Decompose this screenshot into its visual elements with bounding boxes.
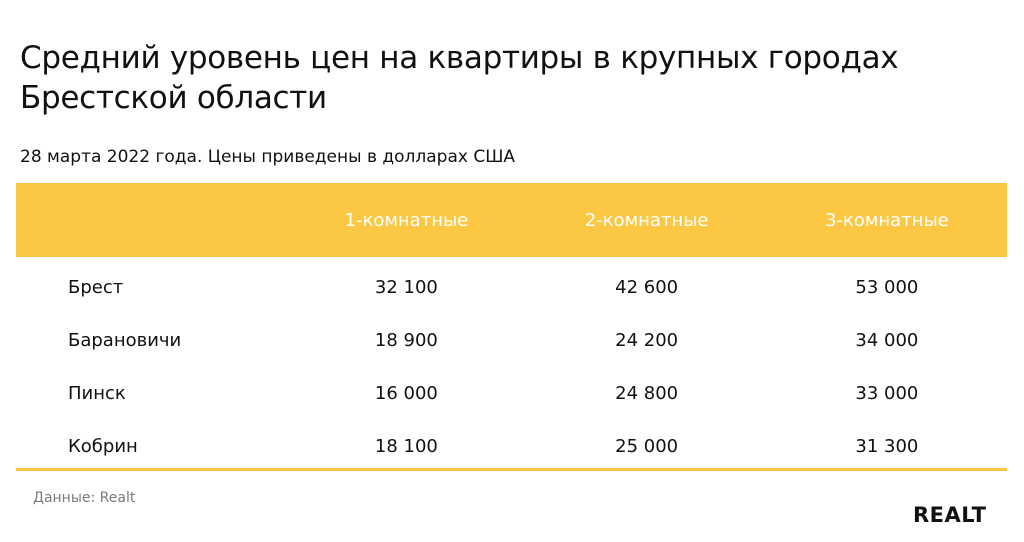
header-3-room: 3-комнатные <box>766 183 1007 257</box>
header-1-room: 1-комнатные <box>286 183 527 257</box>
city-name: Брест <box>68 277 124 298</box>
price-1-room: 18 900 <box>374 330 438 351</box>
table-row: Барановичи 18 900 24 200 34 000 <box>16 314 1007 367</box>
table-row: Брест 32 100 42 600 53 000 <box>16 257 1007 314</box>
table-header-row: 1-комнатные 2-комнатные 3-комнатные <box>16 183 1007 257</box>
source-note: Данные: Realt <box>33 490 136 506</box>
price-3-room: 53 000 <box>855 277 919 298</box>
price-3-room: 33 000 <box>855 383 919 404</box>
price-2-room: 24 800 <box>615 383 679 404</box>
price-2-room: 42 600 <box>615 277 679 298</box>
city-name: Кобрин <box>68 436 138 457</box>
price-1-room: 18 100 <box>374 436 438 457</box>
price-table: 1-комнатные 2-комнатные 3-комнатные Брес… <box>16 183 1007 473</box>
price-3-room: 31 300 <box>855 436 919 457</box>
price-2-room: 24 200 <box>615 330 679 351</box>
table-row: Кобрин 18 100 25 000 31 300 <box>16 420 1007 473</box>
header-city <box>16 183 287 257</box>
table-row: Пинск 16 000 24 800 33 000 <box>16 367 1007 420</box>
header-2-room: 2-комнатные <box>526 183 767 257</box>
city-name: Барановичи <box>68 330 182 351</box>
realt-logo: REALT <box>913 503 987 527</box>
price-1-room: 16 000 <box>374 383 438 404</box>
price-1-room: 32 100 <box>374 277 438 298</box>
chart-subtitle: 28 марта 2022 года. Цены приведены в дол… <box>20 147 516 167</box>
chart-title: Средний уровень цен на квартиры в крупны… <box>20 40 899 116</box>
city-name: Пинск <box>68 383 126 404</box>
price-3-room: 34 000 <box>855 330 919 351</box>
price-2-room: 25 000 <box>615 436 679 457</box>
table-bottom-divider <box>16 468 1007 471</box>
